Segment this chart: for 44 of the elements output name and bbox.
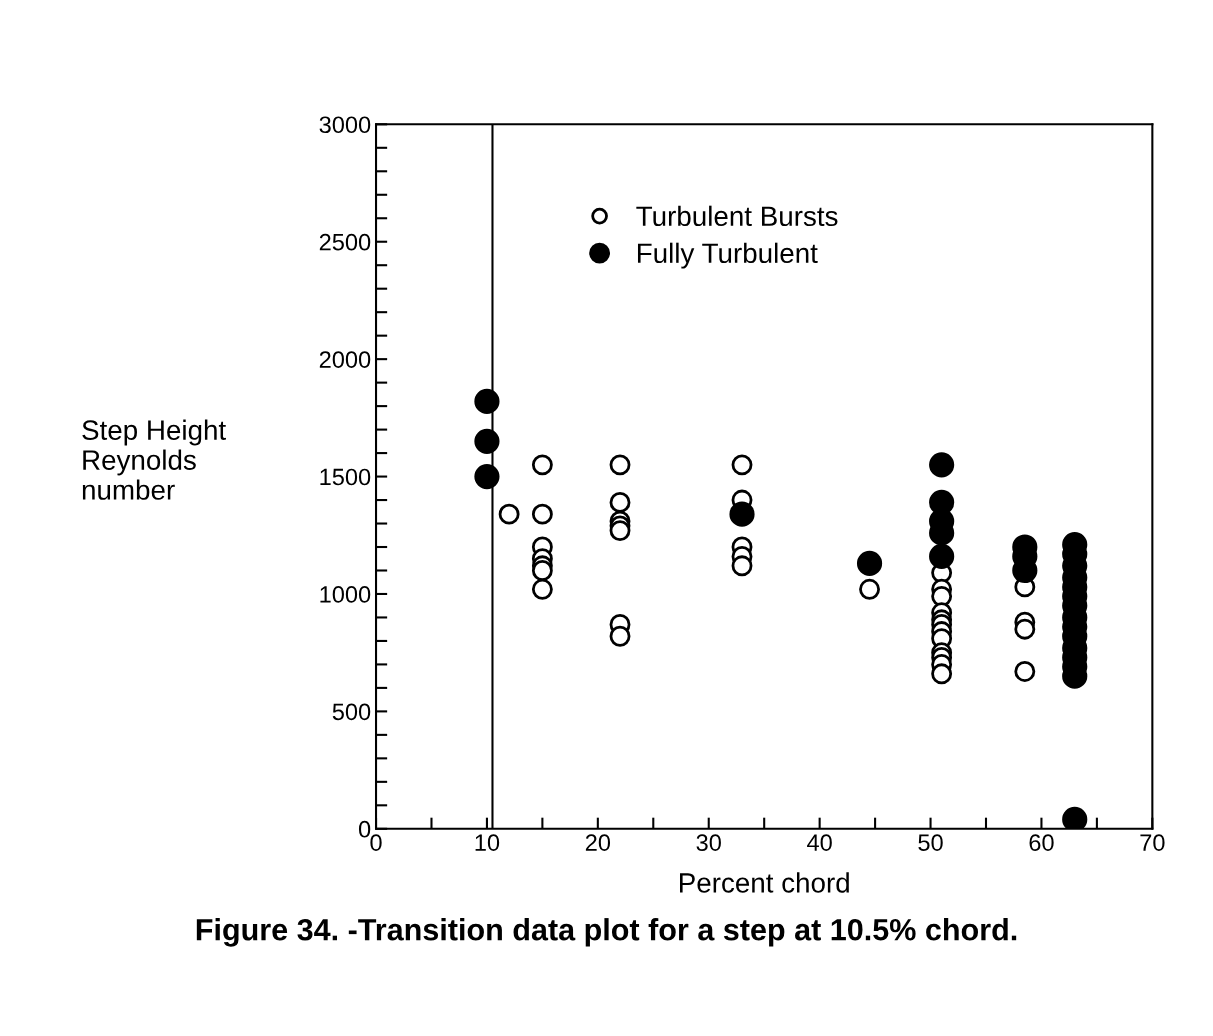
- y-tick-label: 0: [358, 820, 371, 838]
- point: [474, 463, 500, 490]
- point: [931, 663, 953, 685]
- y-tick-label: 3000: [319, 116, 371, 134]
- x-tick-label: 10: [475, 834, 500, 851]
- x-tick-label: 0: [370, 834, 382, 851]
- point: [1014, 661, 1036, 682]
- y-tick-label: 1500: [320, 468, 371, 486]
- legend-label: Fully Turbulent: [637, 242, 818, 269]
- point: [474, 428, 500, 454]
- y-tick-label: 500: [332, 703, 371, 721]
- point: [731, 555, 753, 577]
- point: [931, 585, 953, 607]
- point: [531, 578, 553, 600]
- point: [531, 454, 553, 476]
- x-tick-label: 50: [918, 834, 943, 851]
- legend-label: Turbulent Bursts: [636, 205, 838, 227]
- y-tick-label: 2000: [319, 351, 371, 368]
- point: [609, 491, 631, 513]
- point: [609, 454, 631, 476]
- point: [1062, 806, 1088, 829]
- x-tick-label: 70: [1140, 834, 1165, 851]
- x-tick-label: 40: [807, 834, 832, 851]
- point: [929, 452, 955, 478]
- point: [531, 503, 553, 525]
- point: [731, 454, 753, 476]
- point: [498, 503, 520, 525]
- point: [474, 388, 500, 414]
- point: [1014, 618, 1036, 640]
- caption: Figure 34. -Transition data plot for a step at 10.5% chord.: [196, 918, 1017, 947]
- x-tick-label: 30: [696, 834, 721, 851]
- y-tick-label: 1000: [320, 586, 371, 603]
- point: [609, 625, 631, 647]
- point: [929, 543, 955, 569]
- x-axis-title: Percent chord: [680, 872, 849, 893]
- x-tick-label: 20: [585, 834, 611, 851]
- point: [859, 578, 880, 600]
- point: [531, 560, 553, 581]
- point: [729, 501, 755, 527]
- y-tick-label: 2500: [319, 233, 371, 251]
- y-axis-title: Step Height Reynolds number: [82, 419, 226, 500]
- point: [856, 550, 883, 577]
- x-tick-label: 60: [1029, 834, 1054, 851]
- point: [609, 520, 631, 542]
